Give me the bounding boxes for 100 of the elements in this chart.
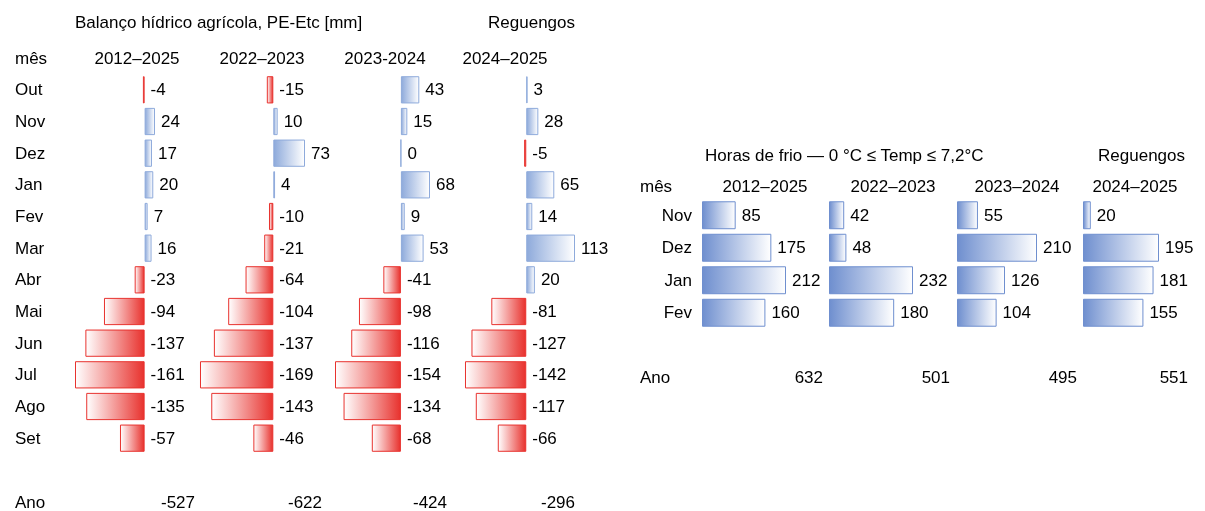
text: 551: [1159, 367, 1188, 387]
bar: [475, 392, 527, 421]
data-label: 42: [850, 205, 870, 225]
data-label: 7: [153, 207, 164, 226]
bar: [1083, 266, 1154, 295]
bar: [829, 233, 847, 262]
bar: [957, 266, 1005, 295]
bar: [75, 361, 145, 389]
bar: [526, 266, 535, 294]
bar: [702, 266, 786, 295]
y-tick-label: Fev: [15, 207, 44, 226]
y-tick-label: Ago: [15, 397, 46, 416]
chart-title: 2024–2025: [462, 48, 548, 68]
data-label: 53: [429, 238, 449, 258]
data-label: 104: [1002, 303, 1031, 323]
y-tick-label: Jun: [15, 333, 43, 353]
data-label: -68: [406, 428, 432, 448]
data-label: -4: [150, 80, 166, 100]
data-label: -154: [406, 365, 441, 385]
data-label: 17: [157, 143, 177, 163]
bar: [264, 234, 274, 262]
data-label: 16: [157, 238, 177, 258]
bar: [702, 233, 772, 262]
data-label: -135: [150, 397, 185, 416]
bar: [268, 202, 274, 231]
y-tick-label: Abr: [15, 270, 42, 290]
data-label: 195: [1165, 238, 1194, 258]
bar: [144, 171, 154, 199]
data-label: 175: [777, 238, 806, 258]
bar: [957, 201, 978, 230]
data-label: 68: [436, 175, 455, 195]
data-label: -98: [406, 302, 432, 321]
text: -622: [287, 492, 322, 511]
chart-title: 2023–2024: [974, 176, 1060, 196]
bar: [957, 233, 1037, 262]
data-label: 212: [792, 270, 821, 290]
data-label: 155: [1149, 303, 1178, 323]
bar: [351, 329, 401, 357]
y-tick-label: Nov: [661, 205, 693, 225]
data-label: 65: [560, 175, 580, 195]
bar: [400, 202, 405, 231]
bar: [957, 298, 997, 327]
bar: [358, 297, 401, 326]
bar: [228, 297, 274, 326]
text: -296: [540, 492, 575, 511]
bar: [371, 424, 401, 452]
data-label: 55: [983, 205, 1003, 225]
bar: [829, 266, 913, 295]
chart-title: 2022–2023: [850, 176, 936, 196]
data-label: 113: [581, 238, 609, 258]
bar: [245, 266, 274, 294]
bar: [526, 234, 575, 262]
data-label: -117: [532, 397, 566, 416]
bar: [144, 202, 148, 231]
data-label: 48: [852, 238, 872, 258]
data-label: 3: [533, 80, 544, 100]
bar: [400, 76, 420, 104]
data-label: -64: [279, 270, 304, 290]
data-label: 210: [1043, 238, 1072, 258]
bar: [400, 171, 430, 199]
data-label: 14: [538, 207, 558, 226]
data-label: -5: [532, 143, 548, 163]
y-tick-label: Mar: [15, 238, 45, 258]
bar: [491, 297, 527, 326]
bar: [465, 361, 527, 389]
data-label: -10: [279, 207, 304, 226]
bar: [702, 201, 736, 230]
data-label: 20: [540, 270, 560, 290]
data-label: 160: [771, 303, 800, 323]
text: Ano: [15, 492, 46, 511]
y-tick-label: Dez: [15, 143, 46, 163]
bar: [829, 201, 845, 230]
y-tick-label: Nov: [15, 112, 46, 131]
bar: [253, 424, 274, 452]
text: 632: [794, 367, 823, 387]
bar: [526, 107, 539, 136]
data-label: 20: [1096, 205, 1116, 225]
text: Reguengos: [1098, 145, 1185, 165]
data-label: -161: [150, 365, 185, 385]
text: Horas de frio — 0 °C ≤ Temp ≤ 7,2°C: [705, 145, 984, 165]
bar: [829, 298, 895, 327]
bar: [273, 139, 305, 167]
data-label: -169: [279, 365, 314, 385]
data-label: 10: [283, 112, 303, 131]
data-label: -15: [279, 80, 304, 100]
y-tick-label: Dez: [661, 238, 692, 258]
y-tick-label: Jan: [664, 270, 692, 290]
text: 501: [921, 367, 950, 387]
y-tick-label: Out: [15, 80, 43, 100]
data-label: -104: [279, 302, 314, 321]
y-axis-title: mês: [15, 48, 48, 68]
data-label: 85: [741, 205, 761, 225]
data-label: -46: [279, 428, 304, 448]
data-label: 180: [900, 303, 929, 323]
bar: [335, 361, 401, 389]
y-tick-label: Jul: [15, 365, 37, 385]
data-label: -41: [406, 270, 432, 290]
chart-title: 2012–2025: [722, 176, 808, 196]
data-label: 15: [413, 112, 433, 131]
data-label: 24: [161, 112, 180, 131]
